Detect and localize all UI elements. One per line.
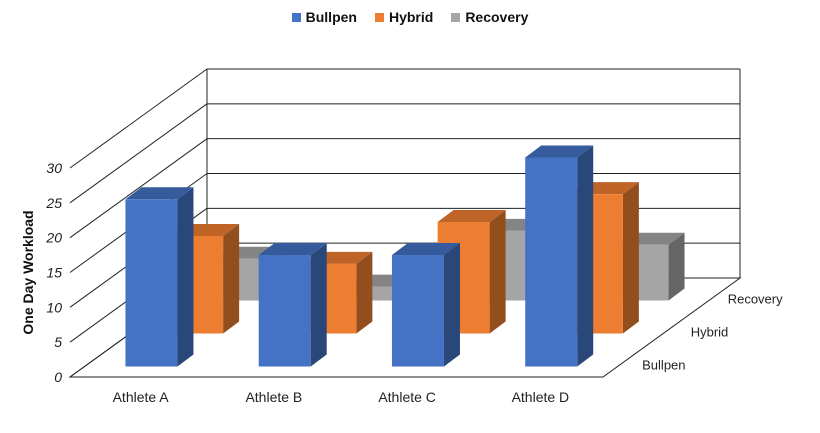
bar-top-face [125,187,194,200]
bar-bullpen-3[interactable] [391,243,460,367]
side-gridline [69,68,208,169]
y-axis-title: One Day Workload [20,210,36,334]
depth-label: Hybrid [691,325,729,340]
chart-labels: 0 5 10 15 20 25 30 One Day Workload Athlete A Ath… [20,160,783,405]
depth-label: Recovery [728,292,783,307]
legend-label-bullpen: Bullpen [305,9,357,25]
bar-top-face [437,210,506,223]
bar-top-face [525,145,594,158]
legend-swatch-hybrid [374,12,384,22]
bar-bullpen-1[interactable] [125,187,194,367]
y-tick-label: 5 [54,334,62,350]
y-tick-label: 0 [54,369,62,385]
bar-side-face [577,145,594,367]
legend-item-recovery[interactable]: Recovery [451,9,528,25]
legend-swatch-bullpen [291,12,301,22]
bar-bullpen-2[interactable] [258,243,327,367]
legend-item-hybrid[interactable]: Hybrid [374,9,434,25]
bar-side-face [310,243,327,367]
bar-side-face [489,210,506,334]
x-category-label: Athlete C [378,389,436,405]
legend-item-bullpen[interactable]: Bullpen [291,9,357,25]
bar-side-face [177,187,194,367]
bar-front-face [391,255,444,367]
side-gridline [69,138,208,239]
bar-side-face [356,251,373,334]
x-category-label: Athlete B [245,389,302,405]
bar-side-face [622,182,639,334]
y-tick-label: 10 [46,299,62,315]
bar-bullpen-4[interactable] [525,145,594,367]
chart-bars [125,145,685,367]
legend-label-hybrid: Hybrid [388,9,434,25]
y-tick-label: 15 [46,265,62,281]
bar-side-face [668,232,685,301]
legend-swatch-recovery [451,12,461,22]
bar-top-face [391,243,460,256]
depth-label: Bullpen [642,358,685,373]
bar-top-face [258,243,327,256]
bar-front-face [125,199,178,367]
x-category-label: Athlete D [512,389,570,405]
x-category-label: Athlete A [113,389,170,405]
side-gridline [69,103,208,204]
y-tick-label: 25 [45,195,62,211]
bar-side-face [223,223,240,334]
legend: Bullpen Hybrid Recovery [0,9,820,25]
y-tick-label: 30 [46,160,62,176]
y-tick-label: 20 [45,230,62,246]
bar-side-face [443,243,460,367]
bar-front-face [258,255,311,367]
bar-front-face [525,157,578,367]
legend-label-recovery: Recovery [465,9,529,25]
